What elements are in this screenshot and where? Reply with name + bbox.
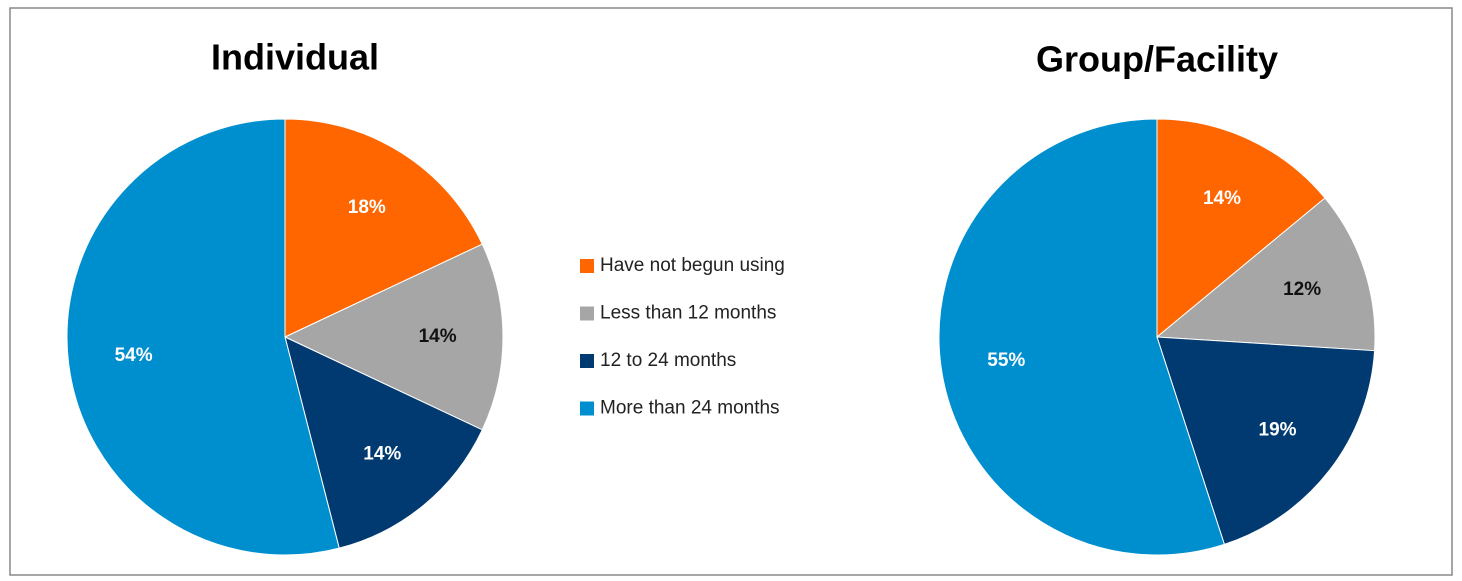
legend-swatch (580, 401, 594, 416)
pie-slice (66, 118, 340, 556)
data-label: 14% (363, 444, 401, 465)
chart-title: Group/Facility (1036, 39, 1278, 80)
legend-label: Less than 12 months (600, 303, 776, 324)
legend-swatch (580, 306, 594, 321)
data-label: 14% (419, 326, 457, 347)
pie-slice (284, 336, 483, 549)
data-label: 18% (348, 197, 386, 218)
legend-label: Have not begun using (600, 255, 785, 276)
legend-label: More than 24 months (600, 398, 780, 419)
data-label: 19% (1259, 420, 1297, 441)
chart-title: Individual (211, 37, 379, 78)
data-label: 55% (987, 350, 1025, 371)
data-label: 14% (1203, 188, 1241, 209)
pie-slice (1156, 336, 1376, 545)
data-label: 12% (1283, 279, 1321, 300)
legend-swatch (580, 354, 594, 368)
pie-slice (283, 243, 504, 431)
pie-slice (284, 118, 483, 338)
pie-slice (1155, 197, 1376, 352)
pie-slice (1156, 118, 1326, 339)
pie-slice (938, 118, 1226, 556)
data-label: 54% (115, 345, 153, 366)
legend-label: 12 to 24 months (600, 350, 736, 371)
legend-swatch (580, 259, 594, 273)
